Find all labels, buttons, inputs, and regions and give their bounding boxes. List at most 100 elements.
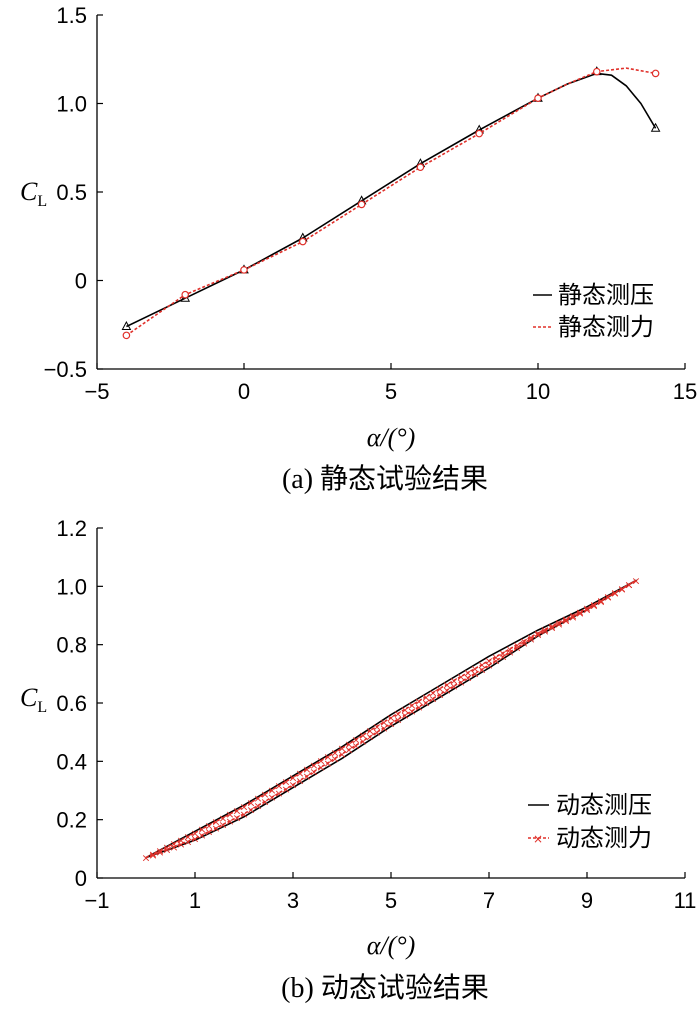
data-point-x: × [470,667,479,680]
data-point-x: × [610,587,619,600]
y-axis-label-subscript: L [37,699,47,716]
data-point-x: × [323,751,332,764]
data-point-x: × [547,620,556,633]
legend-label-dynamic-force: 动态测力 [556,824,652,852]
data-point-x: × [596,595,605,608]
data-point-x: × [540,623,549,636]
data-point-x: × [386,712,395,725]
data-point-x: × [218,812,227,825]
x-tick-label: 3 [287,888,299,913]
data-point-x: × [365,731,374,744]
data-point-x: × [302,763,311,776]
data-point-x: × [498,650,507,663]
data-point-x: × [358,735,367,748]
data-point-x: × [211,822,220,835]
data-point-circle [651,69,660,78]
data-point-x: × [519,637,528,650]
data-point-x: × [316,761,325,774]
x-tick-label: 1 [189,888,201,913]
data-point-x: × [526,633,535,646]
data-point-x: × [288,779,297,792]
data-point-x: × [561,613,570,626]
x-tick-label: 5 [385,379,397,404]
data-point-circle [181,290,190,299]
data-point-x: × [603,590,612,603]
data-point-x: × [239,801,248,814]
data-point-x: × [253,800,262,813]
legend-label-dynamic-pressure: 动态测压 [556,791,652,819]
data-point-x: × [232,804,241,817]
x-tick-label: 9 [581,888,593,913]
x-tick-label: −5 [84,379,109,404]
x-tick-label: 10 [526,379,550,404]
data-point-x: × [260,788,269,801]
data-point-x: × [603,591,612,604]
data-point-x: × [225,808,234,821]
data-point-x: × [435,688,444,701]
data-point-x: × [428,692,437,705]
data-point-x: × [162,843,171,856]
y-tick-label: 1.0 [56,574,87,599]
data-point-triangle [121,320,132,331]
data-point-x: × [582,604,591,617]
data-point-x: × [484,659,493,672]
data-point-x: × [442,678,451,691]
data-point-circle [122,331,131,340]
data-point-x: × [512,639,521,652]
data-point-x: × [449,680,458,693]
data-point-circle [592,67,601,76]
data-point-x: × [246,804,255,817]
data-point-x: × [456,671,465,684]
x-tick-label: −1 [84,888,109,913]
data-point-x: × [393,707,402,720]
data-point-x: × [309,759,318,772]
data-point-x: × [568,609,577,622]
y-tick-label: 1.2 [56,516,87,541]
data-point-x: × [519,635,528,648]
data-point-x: × [190,833,199,846]
data-point-circle [534,94,542,102]
chart-static: −5 0 5 10 15 −0.5 0 0.5 1.0 1.5 CL α/(°) (a) 静态试验… [20,3,697,495]
data-point-x: × [183,835,192,848]
data-point-x: × [351,733,360,746]
data-point-x: × [183,830,192,843]
y-tick-label: 0 [75,269,87,294]
data-point-circle [475,129,484,138]
data-point-x: × [211,816,220,829]
data-point-x: × [204,819,213,832]
data-point-x: × [470,663,479,676]
data-point-x: × [225,815,234,828]
data-point-x: × [344,738,353,751]
data-point-x: × [295,774,304,787]
data-point-x: × [344,744,353,757]
data-point-x: × [407,699,416,712]
data-point-x: × [246,796,255,809]
data-point-x: × [148,848,157,861]
data-point-x: × [197,823,206,836]
data-point-x: × [379,716,388,729]
data-point-circle [298,237,307,246]
x-axis-label: α/(°) [367,931,416,960]
data-point-x: × [414,701,423,714]
data-point-x: × [267,784,276,797]
legend-dynamic: 动态测压 × 动态测力 [528,791,652,852]
data-point-x: × [204,826,213,839]
data-point-x: × [295,767,304,780]
series-line-static-1 [125,67,656,337]
data-point-circle [240,266,248,274]
data-point-x: × [155,845,164,858]
data-point-x: × [435,682,444,695]
data-point-x: × [386,717,395,730]
data-point-x: × [316,755,325,768]
data-point-x: × [302,770,311,783]
data-point-x: × [260,795,269,808]
data-point-x: × [141,852,150,865]
y-axis-label-subscript: L [37,193,47,210]
data-point-x: × [547,621,556,634]
data-point-x: × [498,647,507,660]
data-point-x: × [505,643,514,656]
y-tick-label: −0.5 [44,357,87,382]
data-point-x: × [288,771,297,784]
data-point-x: × [484,655,493,668]
legend-marker-x-icon: × [533,832,543,846]
